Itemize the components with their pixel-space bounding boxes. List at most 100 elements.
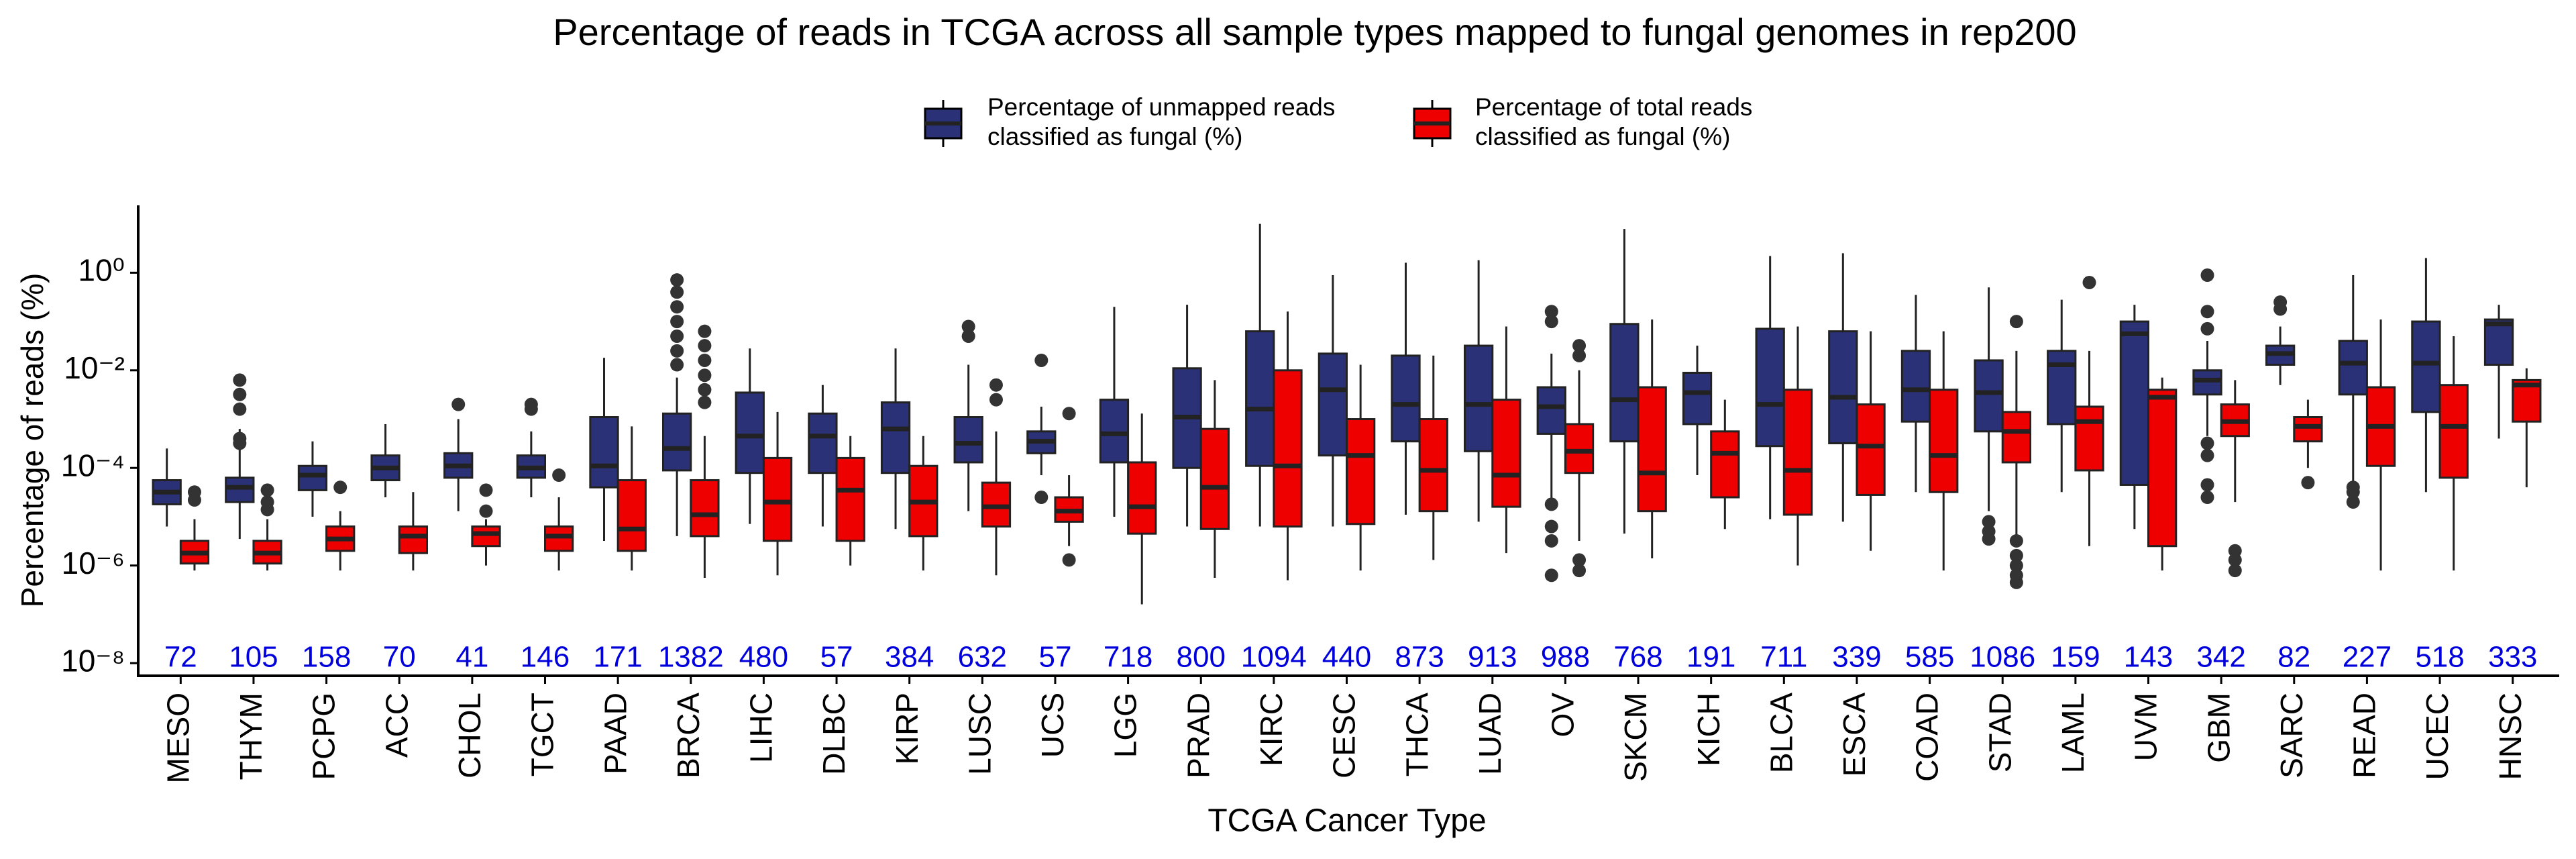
legend-label: Percentage of unmapped reads classified … bbox=[987, 93, 1336, 150]
outlier bbox=[670, 358, 684, 372]
outlier bbox=[233, 402, 247, 416]
x-tick-label: KIRP bbox=[890, 693, 924, 764]
box bbox=[2411, 320, 2441, 413]
box bbox=[808, 412, 838, 474]
count-label: 146 bbox=[521, 641, 570, 674]
outlier bbox=[2009, 558, 2023, 572]
box bbox=[2119, 320, 2150, 486]
count-label: 57 bbox=[820, 641, 853, 674]
count-label: 41 bbox=[455, 641, 488, 674]
box bbox=[2293, 416, 2323, 443]
count-label: 159 bbox=[2051, 641, 2100, 674]
x-tick-label: READ bbox=[2347, 693, 2382, 778]
x-tick-label: LGG bbox=[1108, 693, 1143, 758]
outlier bbox=[1544, 519, 1558, 534]
outlier bbox=[1544, 497, 1558, 511]
x-tick-label: LUAD bbox=[1472, 693, 1507, 775]
count-label: 480 bbox=[739, 641, 788, 674]
outlier bbox=[1034, 353, 1049, 367]
outlier bbox=[2346, 485, 2360, 499]
outlier bbox=[233, 436, 247, 450]
box bbox=[2147, 389, 2178, 548]
outlier bbox=[698, 339, 712, 353]
outlier bbox=[2009, 575, 2023, 589]
outlier bbox=[1572, 553, 1587, 567]
x-tick-label: UCS bbox=[1035, 693, 1070, 758]
outlier bbox=[670, 344, 684, 358]
box bbox=[1491, 399, 1521, 508]
outlier bbox=[1544, 534, 1558, 548]
x-tick-label: ESCA bbox=[1837, 693, 1872, 777]
outlier bbox=[2301, 476, 2315, 490]
outlier bbox=[2200, 268, 2214, 283]
box bbox=[471, 525, 501, 548]
x-tick-label: DLBC bbox=[816, 693, 851, 775]
outlier bbox=[1982, 515, 1996, 529]
box bbox=[2338, 340, 2368, 396]
count-label: 70 bbox=[383, 641, 416, 674]
box bbox=[2483, 318, 2514, 366]
box bbox=[1782, 389, 1813, 516]
box bbox=[690, 479, 720, 538]
y-tick-label: 10⁰ bbox=[78, 253, 125, 288]
x-tick-label: ACC bbox=[379, 693, 414, 758]
count-label: 72 bbox=[164, 641, 197, 674]
box bbox=[1900, 350, 1931, 423]
x-tick-label: SARC bbox=[2274, 693, 2309, 778]
box bbox=[1682, 371, 1713, 425]
outlier bbox=[552, 468, 566, 483]
box bbox=[2438, 384, 2469, 479]
box bbox=[1828, 330, 1858, 445]
count-label: 913 bbox=[1468, 641, 1517, 674]
box bbox=[1245, 330, 1275, 467]
outlier bbox=[698, 395, 712, 409]
outlier bbox=[698, 324, 712, 338]
x-tick-label: BRCA bbox=[671, 693, 706, 778]
count-label: 518 bbox=[2415, 641, 2464, 674]
outlier bbox=[333, 481, 347, 495]
count-label: 158 bbox=[302, 641, 351, 674]
outlier bbox=[670, 273, 684, 287]
x-tick-label: KIRC bbox=[1254, 693, 1289, 766]
x-tick-label: HNSC bbox=[2493, 693, 2528, 780]
outlier bbox=[989, 393, 1003, 407]
outlier bbox=[1544, 568, 1558, 583]
count-label: 171 bbox=[593, 641, 642, 674]
outlier bbox=[2200, 321, 2214, 336]
x-tick-label: UVM bbox=[2129, 693, 2163, 761]
chart-title: Percentage of reads in TCGA across all s… bbox=[553, 11, 2076, 53]
outlier bbox=[670, 329, 684, 343]
box bbox=[616, 479, 647, 552]
outlier bbox=[479, 483, 493, 497]
x-tick-label: GBM bbox=[2201, 693, 2236, 763]
outlier bbox=[2228, 553, 2242, 567]
box bbox=[2047, 350, 2077, 425]
box bbox=[1346, 418, 1376, 525]
outlier bbox=[233, 373, 247, 387]
outlier bbox=[524, 402, 538, 416]
outlier bbox=[670, 300, 684, 314]
outlier bbox=[989, 378, 1003, 392]
count-label: 1382 bbox=[658, 641, 724, 674]
count-label: 1094 bbox=[1241, 641, 1307, 674]
count-label: 632 bbox=[958, 641, 1007, 674]
x-tick-label: PCPG bbox=[307, 693, 341, 780]
outlier bbox=[1982, 532, 1996, 546]
outlier bbox=[1572, 348, 1587, 362]
box bbox=[1755, 327, 1785, 448]
outlier bbox=[2228, 564, 2242, 578]
count-label: 440 bbox=[1322, 641, 1371, 674]
x-tick-label: LAML bbox=[2055, 693, 2090, 773]
box bbox=[762, 456, 793, 542]
outlier bbox=[698, 368, 712, 383]
outlier bbox=[260, 483, 274, 497]
x-tick-label: MESO bbox=[160, 693, 195, 783]
outlier bbox=[2200, 491, 2214, 505]
outlier bbox=[961, 329, 975, 343]
outlier bbox=[2346, 495, 2360, 509]
x-axis-title: TCGA Cancer Type bbox=[1208, 803, 1486, 839]
box bbox=[544, 525, 574, 552]
box bbox=[1273, 369, 1303, 528]
